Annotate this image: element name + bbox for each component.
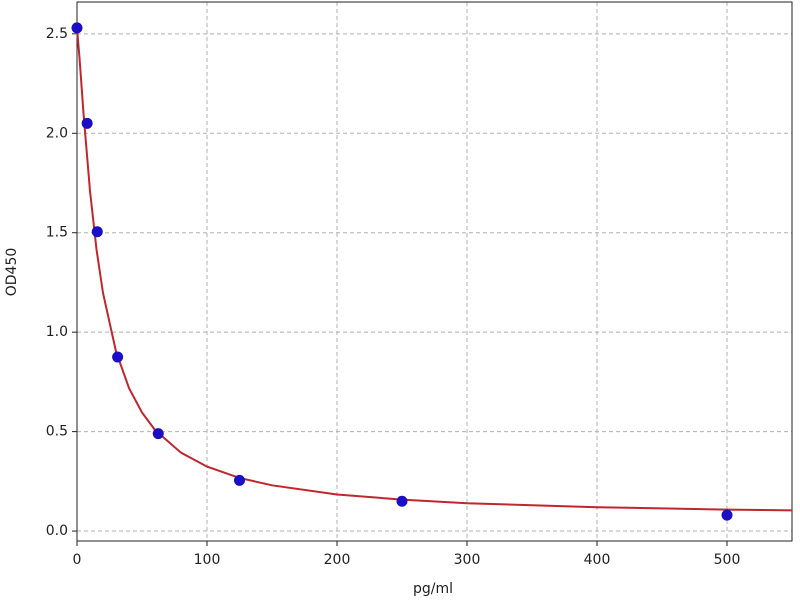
x-tick-label: 200: [324, 552, 351, 568]
data-point: [81, 117, 93, 129]
x-tick-label: 400: [584, 552, 611, 568]
data-point: [71, 22, 83, 34]
data-point: [234, 474, 245, 486]
x-tick-label: 500: [714, 552, 741, 568]
data-point: [91, 226, 103, 238]
x-tick-label: 0: [73, 552, 82, 568]
y-tick-label: 0.0: [46, 523, 68, 539]
y-tick-label: 2.0: [46, 125, 68, 141]
y-tick-label: 1.0: [46, 324, 68, 340]
y-tick-label: 2.5: [46, 26, 68, 42]
data-point: [396, 495, 408, 507]
y-tick-label: 1.5: [46, 225, 68, 241]
y-axis-label: OD450: [4, 248, 20, 297]
data-point: [721, 509, 733, 521]
data-point: [112, 351, 124, 363]
data-point: [152, 428, 164, 440]
x-tick-label: 300: [454, 552, 481, 568]
fit-curve: [76, 27, 793, 512]
plot-frame: [76, 1, 793, 542]
x-tick-label: 100: [194, 552, 221, 568]
x-axis-label: pg/ml: [413, 581, 453, 597]
y-tick-label: 0.5: [46, 424, 68, 440]
